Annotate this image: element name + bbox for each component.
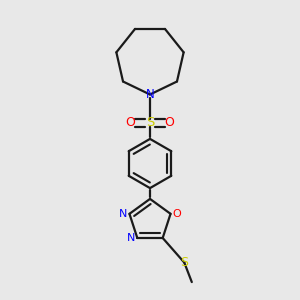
Text: N: N [146, 88, 154, 101]
Text: O: O [126, 116, 135, 130]
Text: S: S [180, 256, 188, 269]
Text: N: N [127, 233, 135, 243]
Text: O: O [165, 116, 174, 130]
Text: O: O [173, 209, 182, 219]
Text: S: S [146, 116, 154, 130]
Text: N: N [119, 209, 127, 219]
